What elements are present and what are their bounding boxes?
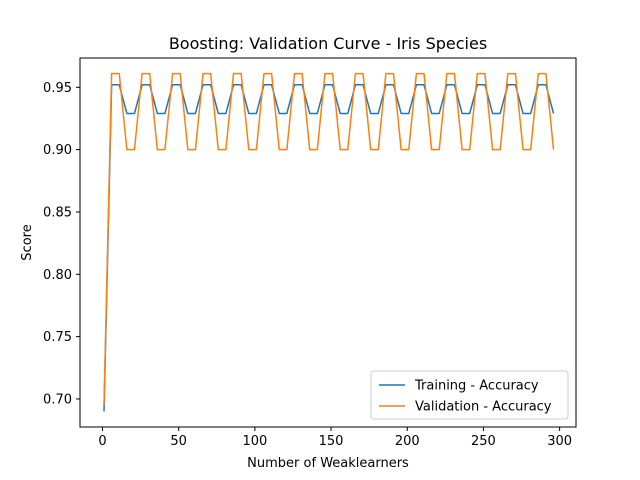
series-line-1 [103,72,555,406]
y-tick-label: 0.80 [43,268,72,283]
x-tick-label: 200 [395,434,420,449]
x-tick-label: 0 [98,434,106,449]
y-tick-label: 0.85 [43,205,72,220]
axes: 0 50 100 150 200 250 300 0.70 0.75 0.80 0.85 0.90 0.… [20,57,577,471]
legend-label-0: Training - Accuracy [414,379,539,394]
y-axis-label: Score [20,224,35,260]
legend: Training - Accuracy Validation - Accuracy [370,370,569,420]
x-axis-label: Number of Weaklearners [247,456,409,471]
x-tick-label: 300 [547,434,572,449]
y-tick-label: 0.90 [43,143,72,158]
axes-frame [79,57,577,428]
y-tick-label: 0.75 [43,330,72,345]
chart-title: Boosting: Validation Curve - Iris Specie… [169,34,487,53]
plot-area [103,72,555,412]
x-tick-label: 100 [242,434,267,449]
x-tick-label: 250 [471,434,496,449]
legend-box [370,370,569,420]
series-line-0 [103,84,555,412]
x-tick-label: 150 [319,434,344,449]
x-tick-label: 50 [170,434,187,449]
y-tick-label: 0.70 [43,392,72,407]
legend-label-1: Validation - Accuracy [415,400,552,415]
y-tick-label: 0.95 [43,81,72,96]
